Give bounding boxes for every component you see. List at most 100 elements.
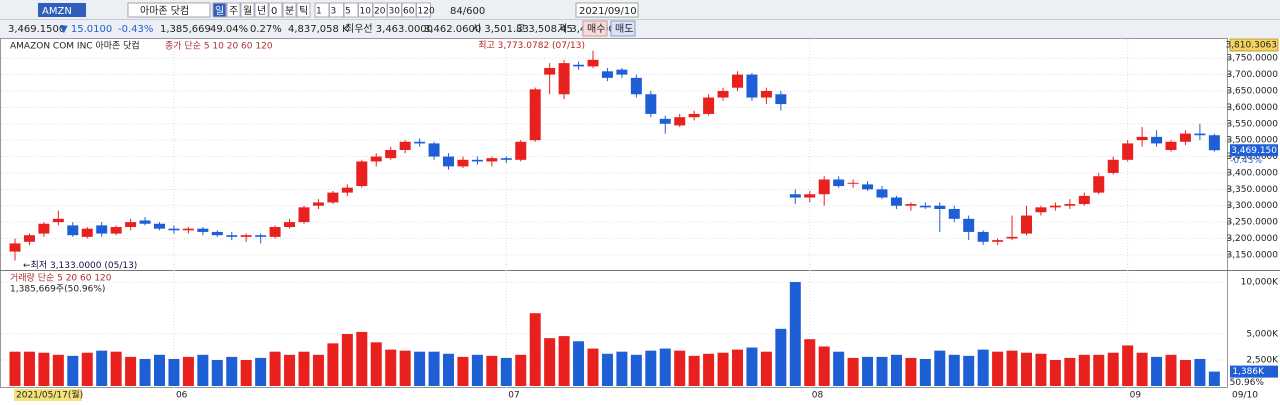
candle-body — [630, 77, 642, 95]
volume-bar — [139, 358, 151, 386]
candle-body — [601, 71, 613, 78]
volume-bar — [1006, 350, 1018, 386]
high-annotation: 최고 3,773.0782 (07/13) — [478, 40, 585, 51]
volume-bar — [81, 352, 93, 386]
interval-label: 1 — [316, 7, 322, 17]
candle-body — [226, 235, 238, 237]
volume-bar — [255, 357, 267, 386]
candle-body — [385, 149, 397, 159]
volume-bar — [52, 354, 64, 386]
volume-bar — [211, 360, 223, 386]
candle-body — [789, 194, 801, 198]
volume-rate: 49.04% — [210, 24, 248, 35]
volume-bar — [1049, 360, 1061, 386]
name-box — [127, 2, 211, 18]
interval-label: 10 — [360, 7, 372, 17]
interval-buttons: 1 3 5 10 20 30 60 120 — [314, 2, 435, 18]
volume-bar — [818, 346, 830, 386]
volume-bar — [1194, 358, 1206, 386]
candle-body — [1021, 215, 1032, 234]
interval-label: 30 — [389, 7, 401, 17]
period-button[interactable] — [240, 2, 255, 18]
amount: 4,837,058 K — [288, 24, 349, 35]
volume-bar — [9, 351, 21, 386]
period-button[interactable] — [296, 2, 311, 18]
candle-body — [1006, 236, 1018, 239]
period-button[interactable] — [226, 2, 241, 18]
volume-bar — [370, 342, 382, 386]
volume-bar — [963, 355, 975, 386]
candle-body — [587, 59, 599, 67]
candle-body — [977, 231, 989, 242]
candle-body — [284, 222, 296, 228]
candle-body — [804, 194, 816, 198]
candle-body — [168, 228, 180, 231]
volume-bar — [385, 349, 397, 386]
period-label: 월 — [243, 5, 252, 17]
candle-body — [1208, 135, 1220, 151]
volume-bar — [356, 331, 368, 386]
volume-label-box — [1230, 365, 1278, 378]
candle-body — [182, 228, 194, 231]
candle-body — [1078, 195, 1090, 205]
current-label-box — [1230, 144, 1278, 157]
candle-body — [23, 235, 35, 242]
candle-body — [1093, 176, 1105, 193]
period-button[interactable] — [268, 2, 283, 18]
volume-bar — [110, 351, 122, 386]
candle-body — [948, 208, 960, 219]
volume-bar — [1122, 345, 1134, 386]
volume-bar — [804, 339, 816, 386]
volume-bar — [240, 360, 252, 386]
period-button[interactable] — [282, 2, 297, 18]
volume-bar — [312, 354, 324, 386]
volume-bar — [515, 354, 527, 386]
period-button[interactable] — [212, 2, 227, 18]
interval-label: 120 — [418, 7, 435, 17]
volume-bar — [67, 355, 79, 386]
candle-body — [688, 113, 700, 118]
volume-bar — [1165, 354, 1177, 386]
candle-body — [327, 192, 339, 203]
volume-bar — [905, 357, 917, 386]
candle-body — [457, 159, 469, 167]
buy-label: 매수 — [587, 23, 605, 35]
candle-body — [154, 223, 165, 229]
top-label: 3,810.3063 — [1225, 41, 1277, 51]
stock-name: 아마존 닷컴 — [140, 5, 189, 17]
candle-body — [1049, 205, 1061, 208]
candle-body — [240, 235, 252, 237]
y-tick-label: 3,650.0000 — [1226, 86, 1278, 96]
buy-button[interactable] — [582, 20, 608, 37]
volume-bar — [601, 353, 613, 386]
volume-bar — [847, 357, 859, 386]
volume-bar — [1021, 352, 1032, 386]
period-label: 일 — [215, 5, 224, 17]
candle-body — [1107, 159, 1119, 173]
sell-button[interactable] — [610, 20, 636, 37]
volume-bar — [977, 349, 989, 386]
code-box[interactable] — [38, 3, 86, 17]
candle-body — [1179, 133, 1191, 142]
volume-bar — [182, 356, 194, 386]
candle-body — [414, 141, 426, 144]
volume-bar — [876, 356, 888, 386]
volume-bar — [327, 343, 339, 386]
candle-body — [674, 117, 686, 126]
turnover: 0.27% — [250, 24, 282, 35]
volume-bar — [919, 358, 931, 386]
volume-bar — [414, 351, 426, 386]
interval-button[interactable] — [416, 2, 431, 18]
candle-body — [703, 97, 715, 114]
period-label: 분 — [285, 5, 294, 17]
candle-body — [544, 68, 556, 75]
volume-bar — [399, 350, 411, 386]
date-box[interactable] — [575, 2, 639, 18]
volume-bar — [428, 351, 440, 386]
period-button[interactable] — [254, 2, 269, 18]
code: AMZN — [42, 6, 72, 17]
candle-body — [934, 205, 946, 209]
volume-bar — [833, 351, 845, 386]
candle-body — [992, 240, 1004, 242]
